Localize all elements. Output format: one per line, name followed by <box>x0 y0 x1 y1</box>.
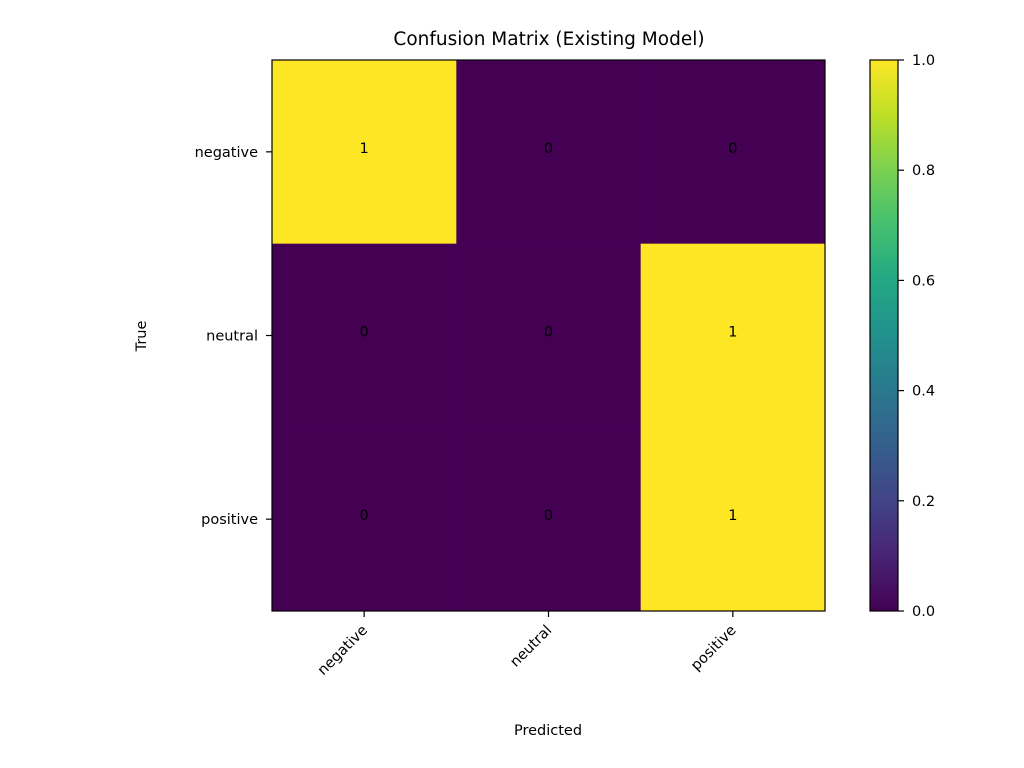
cell-value-label: 0 <box>544 325 553 341</box>
heatmap-cell <box>456 60 642 245</box>
heatmap-cell <box>272 243 457 428</box>
cell-value-label: 0 <box>360 508 369 524</box>
colorbar-tick-label: 0.0 <box>912 604 935 620</box>
y-tick-label: positive <box>201 512 258 528</box>
y-tick-label: neutral <box>206 329 258 345</box>
cell-value-label: 0 <box>360 325 369 341</box>
cell-value-label: 1 <box>728 508 737 524</box>
colorbar <box>869 59 899 612</box>
x-tick-label: negative <box>315 622 371 678</box>
heatmap-cell <box>272 60 457 245</box>
heatmap-cells <box>272 60 826 612</box>
x-axis-label: Predicted <box>514 723 582 739</box>
cell-value-label: 0 <box>728 141 737 157</box>
heatmap-cell <box>640 60 826 245</box>
chart-title: Confusion Matrix (Existing Model) <box>393 29 704 50</box>
x-axis-ticks: negative neutral positive <box>315 611 740 679</box>
heatmap-cell <box>272 427 457 612</box>
cell-value-label: 1 <box>728 325 737 341</box>
cell-value-label: 0 <box>544 508 553 524</box>
y-axis-ticks: negative neutral positive <box>195 145 272 528</box>
x-tick-label: neutral <box>507 623 555 671</box>
cell-value-label: 0 <box>544 141 553 157</box>
heatmap-cell <box>640 427 826 612</box>
colorbar-tick-label: 0.4 <box>912 384 935 400</box>
colorbar-tick-label: 0.6 <box>912 273 935 289</box>
heatmap-cell <box>456 243 642 428</box>
y-tick-label: negative <box>195 145 258 161</box>
x-tick-label: positive <box>688 622 740 674</box>
cell-value-label: 1 <box>360 141 369 157</box>
heatmap-cell <box>456 427 642 612</box>
colorbar-ticks: 0.0 0.2 0.4 0.6 0.8 1.0 <box>898 53 935 620</box>
heatmap-cell <box>640 243 826 428</box>
colorbar-tick-label: 1.0 <box>912 53 935 69</box>
y-axis-label: True <box>134 321 150 353</box>
cell-value-labels: 1 0 0 0 0 1 0 0 1 <box>360 141 738 524</box>
colorbar-tick-label: 0.2 <box>912 494 935 510</box>
colorbar-tick-label: 0.8 <box>912 163 935 179</box>
